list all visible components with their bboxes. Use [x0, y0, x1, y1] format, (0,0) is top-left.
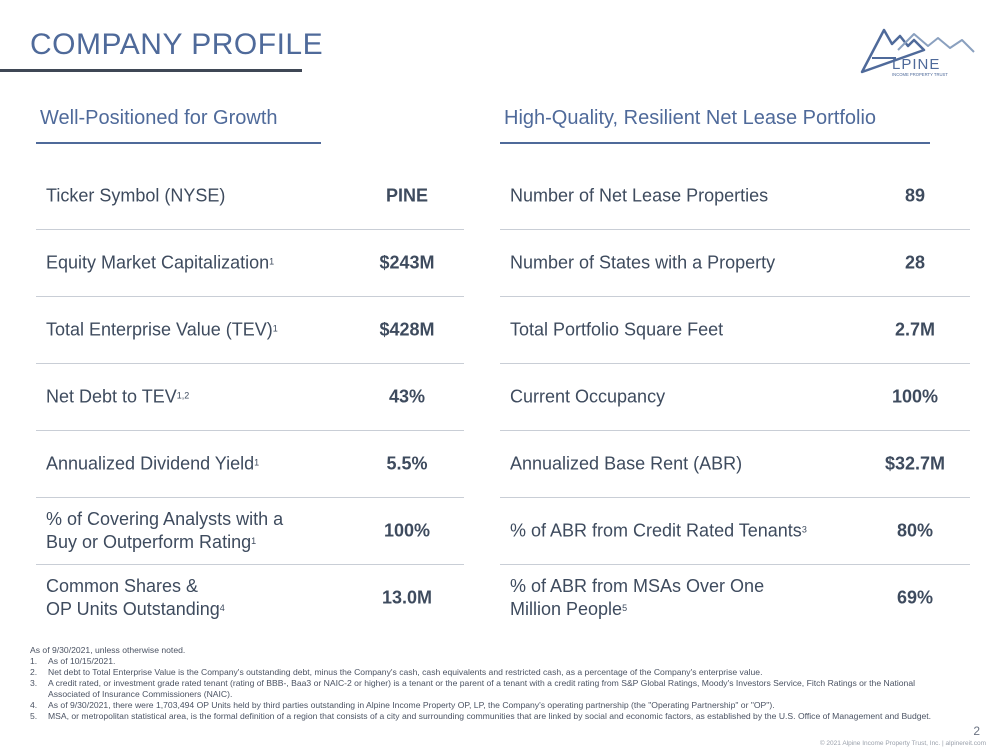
metric-label-text: Number of Net Lease Properties [510, 185, 769, 206]
metric-label: Common Shares & OP Units Outstanding4 [46, 575, 225, 621]
logo-tagline: INCOME PROPERTY TRUST [892, 72, 948, 77]
footnote-text: Net debt to Total Enterprise Value is th… [48, 667, 763, 677]
footnote-ref: 5 [622, 603, 628, 613]
footnote-ref: 1 [251, 536, 257, 546]
footnote-text: As of 10/15/2021. [48, 656, 116, 666]
metric-label: Annualized Dividend Yield1 [46, 453, 259, 476]
table-row: Current Occupancy 100% [500, 364, 970, 431]
metric-value: 13.0M [381, 587, 433, 608]
metric-value: 80% [896, 520, 934, 541]
metric-label-text: Total Portfolio Square Feet [510, 319, 724, 340]
metric-value: $32.7M [884, 453, 946, 474]
footnote-ref: 1 [254, 457, 260, 468]
metric-label: Number of Net Lease Properties [510, 185, 768, 208]
footnote-text: MSA, or metropolitan statistical area, i… [48, 711, 932, 721]
footnote-number: 2. [30, 667, 38, 677]
metric-label-text: % of Covering Analysts with a [46, 509, 284, 529]
footnote-text: A credit rated, or investment grade rate… [48, 678, 916, 699]
table-row: Number of States with a Property 28 [500, 230, 970, 297]
footnote-ref: 3 [801, 524, 807, 535]
metric-label-text: Number of States with a Property [510, 252, 776, 273]
table-row: Total Portfolio Square Feet 2.7M [500, 297, 970, 364]
mountain-logo-icon: LPINE INCOME PROPERTY TRUST [860, 28, 975, 77]
footnote-ref: 1 [272, 323, 278, 334]
metric-label-text: Total Enterprise Value (TEV) [46, 319, 273, 340]
metric-label-text: Ticker Symbol (NYSE) [46, 185, 226, 206]
page-title: COMPANY PROFILE [30, 28, 324, 61]
metric-value: PINE [385, 185, 428, 206]
table-row: Equity Market Capitalization1 $243M [36, 230, 464, 297]
footnote-text: As of 9/30/2021, there were 1,703,494 OP… [48, 700, 775, 710]
metric-value: 2.7M [894, 319, 936, 340]
table-row: Annualized Dividend Yield1 5.5% [36, 431, 464, 498]
table-row: Ticker Symbol (NYSE) PINE [36, 163, 464, 230]
metric-label-text: Annualized Base Rent (ABR) [510, 453, 743, 474]
metric-label-text: Annualized Dividend Yield [46, 453, 255, 474]
metric-value: 100% [383, 520, 431, 541]
metric-label-text: Current Occupancy [510, 386, 666, 407]
footnote-number: 3. [30, 678, 38, 688]
metric-label: % of Covering Analysts with a Buy or Outp… [46, 508, 283, 554]
metric-value: 100% [891, 386, 939, 407]
footnote-item: 2. Net debt to Total Enterprise Value is … [30, 667, 950, 678]
footnote-number: 5. [30, 711, 38, 721]
table-row: Common Shares & OP Units Outstanding4 13.0… [36, 565, 464, 631]
left-section-rule [36, 142, 321, 144]
table-row: Net Debt to TEV1,2 43% [36, 364, 464, 431]
metric-label-text: Common Shares & [46, 576, 199, 596]
metric-label: Total Enterprise Value (TEV)1 [46, 319, 278, 342]
metric-value: 5.5% [386, 453, 428, 474]
metric-label-text: % of ABR from Credit Rated Tenants [510, 520, 802, 541]
metric-value: 69% [896, 587, 934, 608]
metric-value: $428M [379, 319, 435, 340]
footnote-intro: As of 9/30/2021, unless otherwise noted. [30, 645, 186, 655]
metric-label-text-line2: Million People [510, 599, 623, 619]
metric-label: % of ABR from Credit Rated Tenants3 [510, 520, 807, 543]
metric-label: Net Debt to TEV1,2 [46, 386, 189, 409]
table-row: % of ABR from Credit Rated Tenants3 80% [500, 498, 970, 565]
table-row: Total Enterprise Value (TEV)1 $428M [36, 297, 464, 364]
table-row: % of Covering Analysts with a Buy or Outp… [36, 498, 464, 565]
portfolio-metrics-table: Number of Net Lease Properties 89 Number o… [500, 163, 970, 631]
metric-value: $243M [379, 252, 435, 273]
footnotes: As of 9/30/2021, unless otherwise noted.… [30, 645, 950, 722]
right-section-heading: High-Quality, Resilient Net Lease Portfo… [504, 107, 877, 129]
metric-label-text-line2: OP Units Outstanding [46, 599, 220, 619]
table-row: Annualized Base Rent (ABR) $32.7M [500, 431, 970, 498]
footnote-item: 4. As of 9/30/2021, there were 1,703,494 … [30, 700, 950, 711]
footnote-number: 1. [30, 656, 38, 666]
footnote-item: 1. As of 10/15/2021. [30, 656, 950, 667]
metric-label: % of ABR from MSAs Over One Million Peopl… [510, 575, 764, 621]
metric-label-text-line2: Buy or Outperform Rating [46, 532, 252, 552]
metric-value: 43% [388, 386, 426, 407]
metric-label-text: Net Debt to TEV [46, 386, 177, 407]
footnote-ref: 1,2 [176, 390, 190, 401]
growth-metrics-table: Ticker Symbol (NYSE) PINE Equity Market Ca… [36, 163, 464, 631]
metric-label-text: % of ABR from MSAs Over One [510, 576, 765, 596]
metric-label-text: Equity Market Capitalization [46, 252, 270, 273]
metric-label: Total Portfolio Square Feet [510, 319, 723, 342]
title-underline [0, 69, 302, 72]
footnote-ref: 4 [219, 603, 225, 613]
copyright-footer: © 2021 Alpine Income Property Trust, Inc… [819, 740, 986, 747]
metric-value: 28 [904, 252, 926, 273]
metric-value: 89 [904, 185, 926, 206]
metric-label: Ticker Symbol (NYSE) [46, 185, 225, 208]
metric-label: Number of States with a Property [510, 252, 775, 275]
footnote-item: 3. A credit rated, or investment grade ra… [30, 678, 950, 700]
table-row: % of ABR from MSAs Over One Million Peopl… [500, 565, 970, 631]
footnote-number: 4. [30, 700, 38, 710]
left-section-heading: Well-Positioned for Growth [40, 107, 278, 129]
metric-label: Current Occupancy [510, 386, 665, 409]
footnote-item: 5. MSA, or metropolitan statistical area,… [30, 711, 950, 722]
page-number: 2 [973, 724, 980, 738]
metric-label: Equity Market Capitalization1 [46, 252, 274, 275]
metric-label: Annualized Base Rent (ABR) [510, 453, 742, 476]
footnote-ref: 1 [269, 256, 275, 267]
logo-wordmark: LPINE [892, 56, 940, 73]
right-section-rule [500, 142, 930, 144]
table-row: Number of Net Lease Properties 89 [500, 163, 970, 230]
